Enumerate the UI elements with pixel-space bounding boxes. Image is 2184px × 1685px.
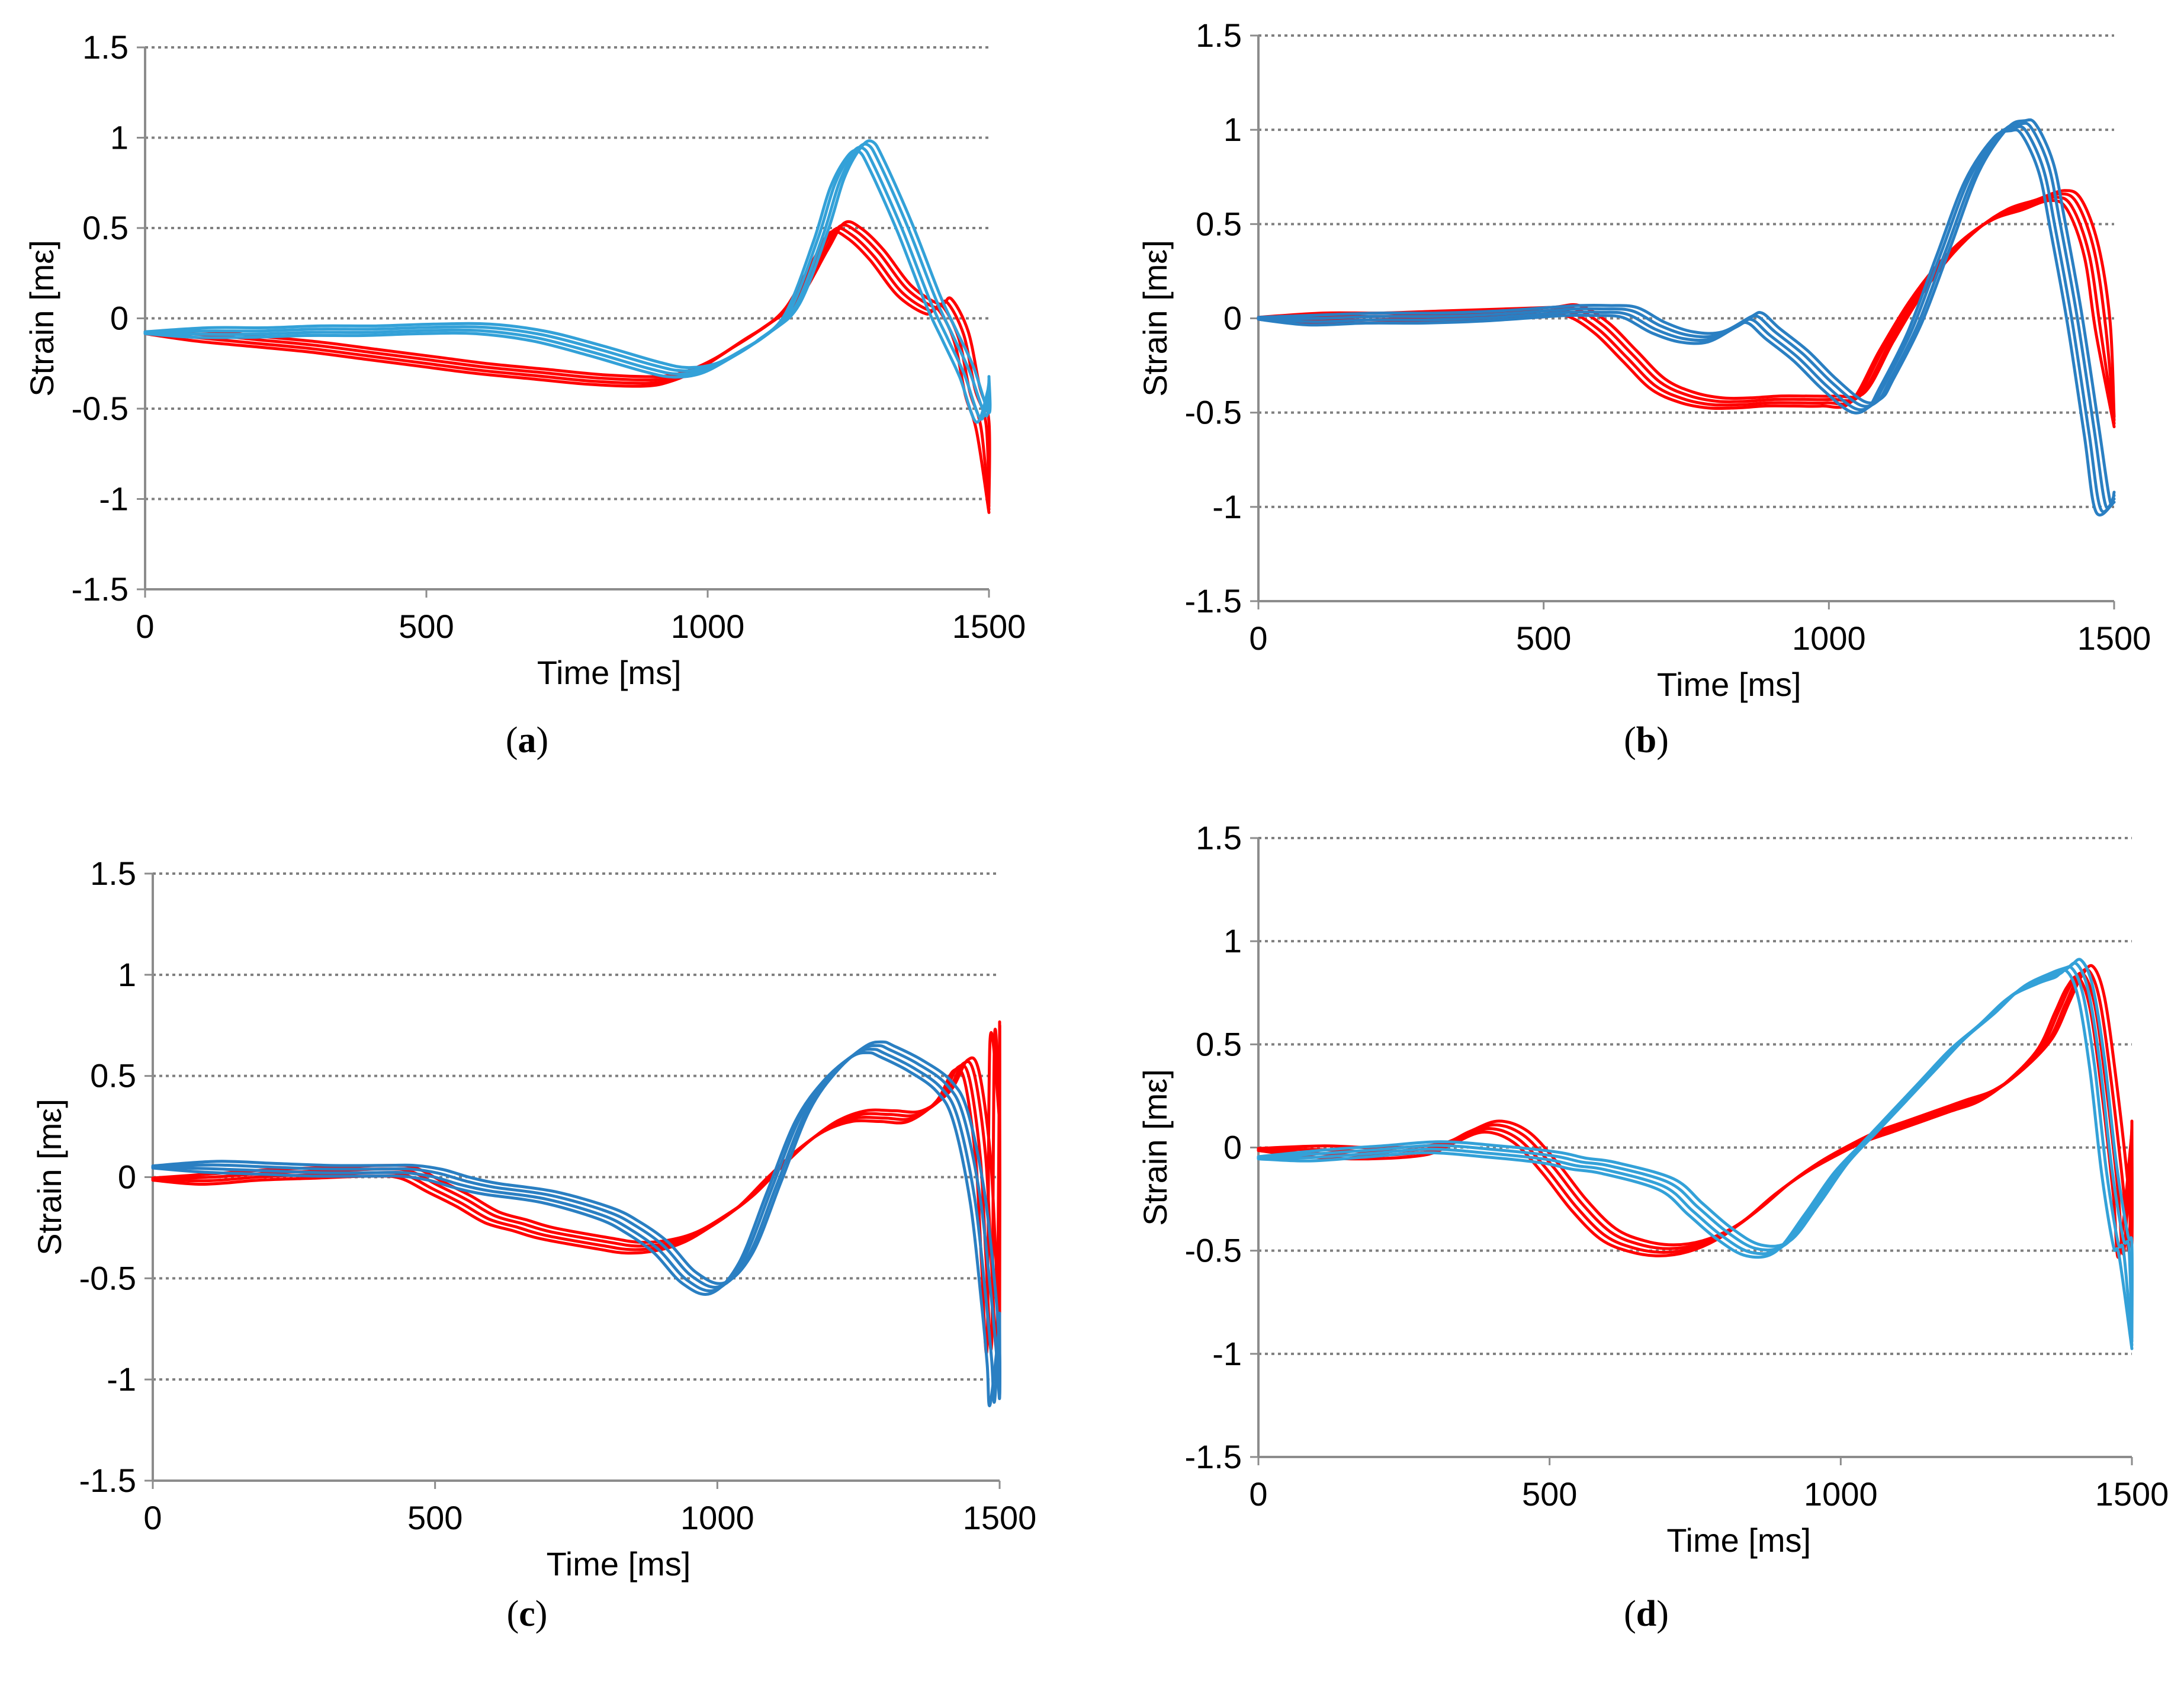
x-axis-title: Time [ms]: [537, 654, 682, 691]
y-tick-label: 1: [110, 119, 129, 156]
series-0-line-2: [143, 223, 991, 508]
x-tick-label: 1500: [2077, 620, 2151, 657]
panel-caption-letter: b: [1636, 720, 1657, 760]
y-tick-label: -0.5: [79, 1259, 137, 1296]
series-0-line-3: [143, 220, 991, 505]
panel-caption-a: (a): [505, 720, 549, 760]
x-tick-label: 1000: [1792, 620, 1866, 657]
y-tick-label: 0: [118, 1158, 136, 1196]
chart-panel-a: -1.5 -1 -0.5 0 0.5 1 1.5 0 500 1000 1500 Time [ms] S…: [23, 28, 1026, 691]
y-tick-label: 1: [1223, 922, 1242, 959]
y-tick-label: 0.5: [82, 209, 129, 246]
series-1-line-3: [151, 1040, 1001, 1397]
x-tick-label: 0: [1249, 620, 1267, 657]
y-tick-label: 0.5: [90, 1057, 136, 1095]
chart-panel-c: -1.5 -1 -0.5 0 0.5 1 1.5 0 500 1000 1500 Time [ms] S…: [31, 855, 1036, 1583]
series-0-line-3: [151, 1020, 1001, 1344]
x-tick-label: 500: [1516, 620, 1571, 657]
y-tick-label: -1.5: [79, 1462, 137, 1499]
series-0-line-0: [1257, 975, 2134, 1259]
series-0-line-1: [151, 1028, 1001, 1352]
y-tick-label: 0.5: [1196, 1025, 1242, 1063]
x-tick-label: 1000: [671, 608, 745, 645]
x-tick-label: 0: [143, 1499, 162, 1536]
series-1-line-1: [151, 1048, 1001, 1404]
chart-panel-b: -1.5 -1 -0.5 0 0.5 1 1.5 0 500 1000 1500 Time [ms] S…: [1136, 17, 2151, 703]
series-0-line-2: [151, 1024, 1001, 1348]
y-tick-label: 1.5: [1196, 17, 1242, 54]
series-1-line-1: [1257, 125, 2116, 513]
x-tick-label: 500: [1522, 1475, 1577, 1513]
series-1-line-0: [1257, 128, 2116, 516]
panel-caption-letter: c: [519, 1594, 535, 1634]
x-axis-title: Time [ms]: [1657, 666, 1801, 703]
y-tick-label: 0: [1223, 300, 1242, 337]
series-0-line-2: [1257, 968, 2134, 1252]
x-tick-label: 1500: [2095, 1475, 2169, 1513]
series-0-line-2: [1257, 192, 2116, 422]
series-1-line-3: [1257, 118, 2116, 507]
x-tick-label: 500: [399, 608, 454, 645]
y-tick-label: -1.5: [1185, 1438, 1242, 1475]
series-1-line-3: [143, 139, 992, 415]
x-axis-title: Time [ms]: [1666, 1522, 1811, 1559]
y-tick-label: 1: [1223, 111, 1242, 148]
series-1-line-2: [1257, 121, 2116, 510]
series-1-line-0: [151, 1051, 1001, 1408]
y-tick-label: 1.5: [1196, 819, 1242, 856]
y-tick-label: -1: [107, 1360, 136, 1398]
y-tick-label: -0.5: [1185, 1232, 1242, 1269]
y-tick-label: -0.5: [1185, 394, 1242, 431]
series-0-line-1: [143, 226, 991, 511]
series-0-line-3: [1257, 189, 2116, 419]
x-tick-label: 0: [136, 608, 154, 645]
x-tick-label: 1000: [1804, 1475, 1878, 1513]
x-axis-title: Time [ms]: [547, 1545, 691, 1583]
y-tick-label: -1.5: [1185, 582, 1242, 620]
panel-caption-letter: d: [1636, 1594, 1657, 1634]
x-tick-label: 1500: [952, 608, 1026, 645]
series-0-line-0: [151, 1031, 1001, 1355]
x-tick-label: 500: [407, 1499, 463, 1536]
y-axis-title: Strain [mε]: [1136, 1069, 1174, 1226]
y-tick-label: -1: [1212, 1335, 1242, 1372]
x-tick-label: 0: [1249, 1475, 1267, 1513]
x-tick-label: 1500: [963, 1499, 1037, 1536]
x-tick-label: 1000: [680, 1499, 754, 1536]
y-tick-label: 1.5: [90, 855, 136, 892]
y-axis-title: Strain [mε]: [23, 240, 60, 397]
y-tick-label: 1: [118, 956, 136, 993]
y-tick-label: -0.5: [72, 390, 129, 427]
panel-caption-letter: a: [518, 720, 537, 760]
panel-caption-b: (b): [1624, 720, 1669, 760]
y-tick-label: 0.5: [1196, 205, 1242, 242]
y-tick-label: 1.5: [82, 28, 129, 66]
y-tick-label: 0: [110, 300, 129, 337]
y-tick-label: -1: [1212, 488, 1242, 525]
chart-panel-d: -1.5 -1 -0.5 0 0.5 1 1.5 0 500 1000 1500 Time [ms] S…: [1136, 819, 2169, 1559]
series-1-line-3: [1257, 958, 2134, 1340]
series-1-line-2: [151, 1044, 1001, 1401]
panel-caption-c: (c): [506, 1594, 548, 1634]
y-tick-label: -1: [99, 480, 129, 518]
y-tick-label: -1.5: [72, 570, 129, 608]
y-tick-label: 0: [1223, 1129, 1242, 1166]
y-axis-title: Strain [mε]: [31, 1099, 68, 1256]
y-axis-title: Strain [mε]: [1136, 240, 1174, 397]
panel-caption-d: (d): [1624, 1594, 1669, 1634]
series-0-line-3: [1257, 964, 2134, 1248]
